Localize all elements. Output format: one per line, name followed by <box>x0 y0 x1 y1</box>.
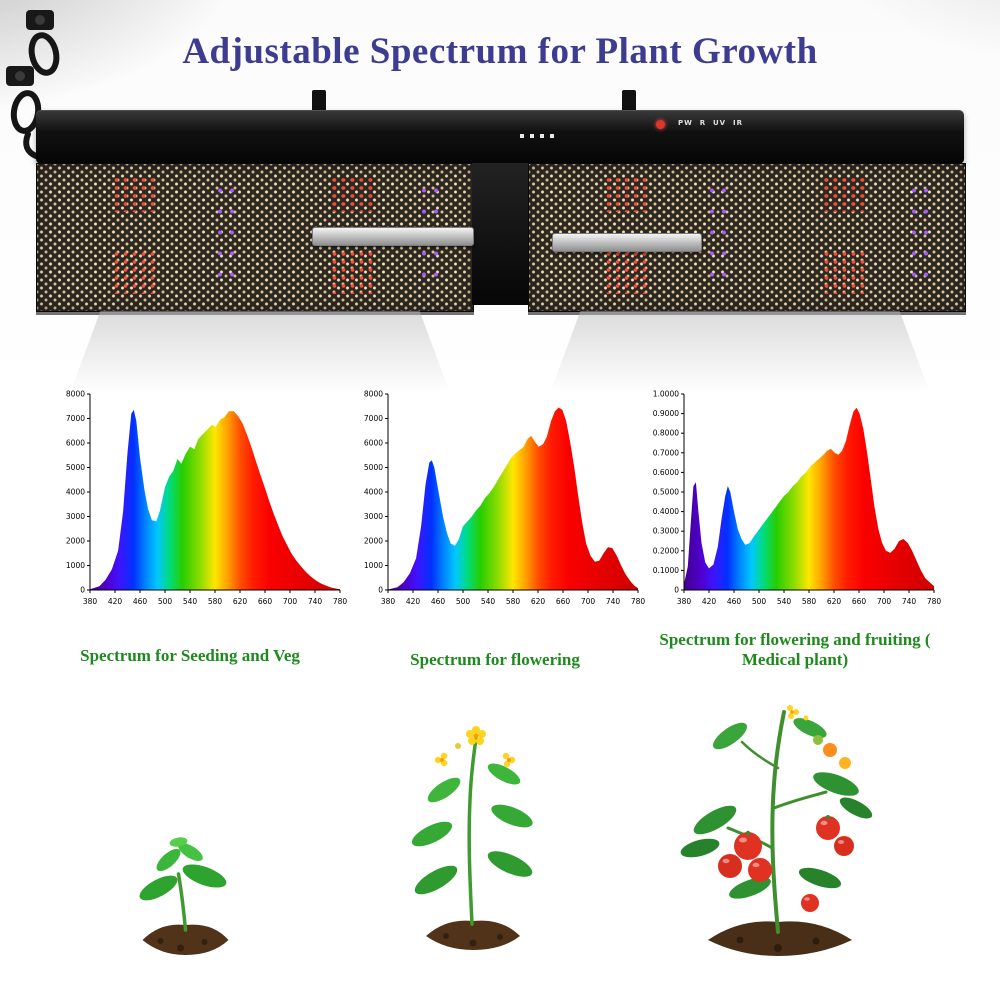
svg-text:460: 460 <box>727 597 742 606</box>
svg-text:8000: 8000 <box>364 390 383 399</box>
svg-text:780: 780 <box>333 597 348 606</box>
spectrum-chart-fruiting: 380 420 460 500 540 580 620 660 700 740 780 0 0.1000… <box>646 388 942 610</box>
svg-text:2000: 2000 <box>66 537 85 546</box>
svg-text:380: 380 <box>381 597 396 606</box>
mount-post-icon <box>312 90 326 116</box>
svg-text:460: 460 <box>133 597 148 606</box>
fruiting-tomato-plant-illustration <box>680 705 873 956</box>
svg-text:3000: 3000 <box>66 512 85 521</box>
svg-text:0.7000: 0.7000 <box>653 448 679 457</box>
svg-text:740: 740 <box>902 597 917 606</box>
svg-text:5000: 5000 <box>66 463 85 472</box>
flower-icon <box>434 726 516 768</box>
seedling-plant-illustration <box>139 837 229 955</box>
red-led-cluster <box>330 250 376 294</box>
fixture-top-bar: PW R UV IR <box>36 110 964 164</box>
spectrum-chart-seeding-veg: 380 420 460 500 540 580 620 660 700 740 780 0 1000 20… <box>52 388 348 610</box>
svg-text:7000: 7000 <box>66 414 85 423</box>
svg-text:6000: 6000 <box>364 439 383 448</box>
caption-flowering: Spectrum for flowering <box>410 650 580 669</box>
red-led-cluster <box>822 250 868 294</box>
uv-led-cluster <box>908 180 930 292</box>
red-led-cluster <box>604 250 650 294</box>
svg-text:0.8000: 0.8000 <box>653 429 679 438</box>
svg-text:700: 700 <box>877 597 892 606</box>
svg-text:580: 580 <box>208 597 223 606</box>
uv-led-cluster <box>706 180 728 292</box>
svg-text:740: 740 <box>606 597 621 606</box>
svg-text:460: 460 <box>431 597 446 606</box>
svg-text:0.6000: 0.6000 <box>653 468 679 477</box>
svg-text:420: 420 <box>702 597 717 606</box>
svg-text:420: 420 <box>108 597 123 606</box>
light-beam-left <box>70 311 450 393</box>
svg-text:780: 780 <box>927 597 942 606</box>
svg-text:0.4000: 0.4000 <box>653 507 679 516</box>
svg-text:0: 0 <box>378 586 383 595</box>
svg-text:0.1000: 0.1000 <box>653 566 679 575</box>
mounting-bar-right <box>552 233 702 252</box>
mount-post-icon <box>622 90 636 116</box>
port-labels: PW R UV IR <box>678 119 743 127</box>
svg-text:700: 700 <box>283 597 298 606</box>
svg-text:380: 380 <box>83 597 98 606</box>
svg-text:0.3000: 0.3000 <box>653 527 679 536</box>
svg-text:0.2000: 0.2000 <box>653 546 679 555</box>
svg-text:5000: 5000 <box>364 463 383 472</box>
svg-text:620: 620 <box>827 597 842 606</box>
svg-text:540: 540 <box>481 597 496 606</box>
svg-text:0.5000: 0.5000 <box>653 488 679 497</box>
svg-text:620: 620 <box>531 597 546 606</box>
svg-text:0.9000: 0.9000 <box>653 409 679 418</box>
led-panel-left <box>36 163 474 312</box>
dip-switches-icon <box>520 134 554 138</box>
svg-text:380: 380 <box>677 597 692 606</box>
svg-text:500: 500 <box>158 597 173 606</box>
page-title: Adjustable Spectrum for Plant Growth <box>182 31 818 72</box>
tomato-icon <box>718 735 854 912</box>
svg-text:1.0000: 1.0000 <box>653 390 679 399</box>
svg-text:7000: 7000 <box>364 414 383 423</box>
svg-text:540: 540 <box>183 597 198 606</box>
mounting-bar-left <box>312 227 474 246</box>
power-indicator-icon <box>656 120 665 129</box>
svg-text:0: 0 <box>80 586 85 595</box>
svg-text:8000: 8000 <box>66 390 85 399</box>
red-led-cluster <box>112 176 158 212</box>
svg-text:660: 660 <box>258 597 273 606</box>
svg-text:540: 540 <box>777 597 792 606</box>
uv-led-cluster <box>214 180 236 292</box>
caption-fruiting: Spectrum for flowering and fruiting ( Me… <box>659 630 931 669</box>
svg-text:2000: 2000 <box>364 537 383 546</box>
svg-text:500: 500 <box>456 597 471 606</box>
svg-text:1000: 1000 <box>364 561 383 570</box>
fixture-center-column <box>472 163 528 305</box>
red-led-cluster <box>112 250 158 294</box>
caption-seeding-veg: Spectrum for Seeding and Veg <box>80 646 300 665</box>
svg-text:4000: 4000 <box>364 488 383 497</box>
svg-text:660: 660 <box>852 597 867 606</box>
svg-text:420: 420 <box>406 597 421 606</box>
svg-text:580: 580 <box>506 597 521 606</box>
svg-text:4000: 4000 <box>66 488 85 497</box>
svg-text:0: 0 <box>674 586 679 595</box>
flowering-plant-illustration <box>411 726 533 950</box>
red-led-cluster <box>822 176 868 212</box>
flower-icon <box>787 705 809 721</box>
spectrum-chart-flowering: 380 420 460 500 540 580 620 660 700 740 780 0 1000 20… <box>350 388 646 610</box>
svg-text:740: 740 <box>308 597 323 606</box>
light-beam-right <box>550 311 930 393</box>
svg-text:1000: 1000 <box>66 561 85 570</box>
svg-text:580: 580 <box>802 597 817 606</box>
red-led-cluster <box>604 176 650 212</box>
svg-text:620: 620 <box>233 597 248 606</box>
svg-text:660: 660 <box>556 597 571 606</box>
svg-text:3000: 3000 <box>364 512 383 521</box>
svg-text:500: 500 <box>752 597 767 606</box>
svg-text:6000: 6000 <box>66 439 85 448</box>
svg-text:780: 780 <box>631 597 646 606</box>
svg-text:700: 700 <box>581 597 596 606</box>
red-led-cluster <box>330 176 376 212</box>
